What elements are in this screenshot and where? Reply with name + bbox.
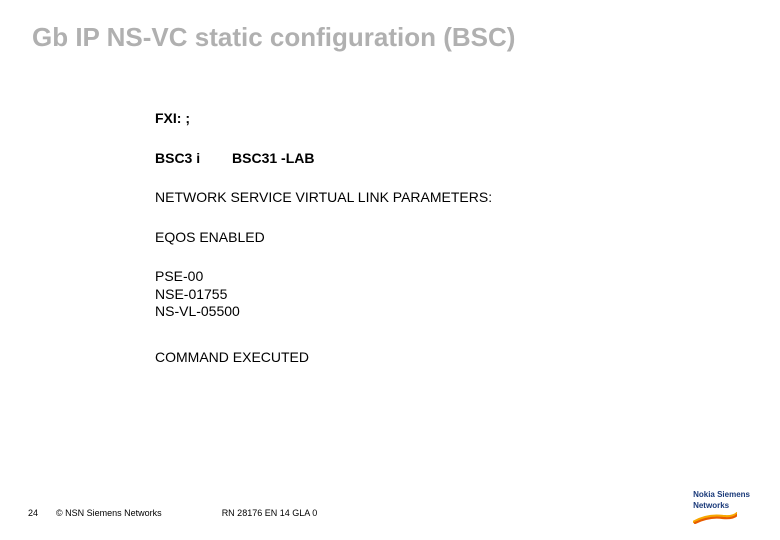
logo-swoosh-icon xyxy=(693,512,737,524)
fxi-line: FXI: ; xyxy=(155,110,492,128)
company-logo: Nokia Siemens Networks xyxy=(693,491,750,524)
page-number: 24 xyxy=(28,508,38,518)
terminal-output: FXI: ; BSC3 i BSC31 -LAB NETWORK SERVICE… xyxy=(155,110,492,388)
footer: 24 © NSN Siemens Networks RN 28176 EN 14… xyxy=(28,508,752,518)
section-header: NETWORK SERVICE VIRTUAL LINK PARAMETERS: xyxy=(155,189,492,207)
bsc-id: BSC3 i xyxy=(155,150,200,168)
nse-line: NSE-01755 xyxy=(155,286,492,304)
eqos-line: EQOS ENABLED xyxy=(155,229,492,247)
logo-text-line2: Networks xyxy=(693,502,729,510)
command-line: COMMAND EXECUTED xyxy=(155,349,492,367)
copyright-text: © NSN Siemens Networks xyxy=(56,508,162,518)
bsc-name: BSC31 -LAB xyxy=(232,150,314,166)
logo-text-line1: Nokia Siemens xyxy=(693,491,750,499)
bsc-line: BSC3 i BSC31 -LAB xyxy=(155,150,492,168)
slide-title: Gb IP NS-VC static configuration (BSC) xyxy=(32,22,515,53)
pse-line: PSE-00 xyxy=(155,268,492,286)
document-code: RN 28176 EN 14 GLA 0 xyxy=(222,508,318,518)
nsvl-line: NS-VL-05500 xyxy=(155,303,492,321)
